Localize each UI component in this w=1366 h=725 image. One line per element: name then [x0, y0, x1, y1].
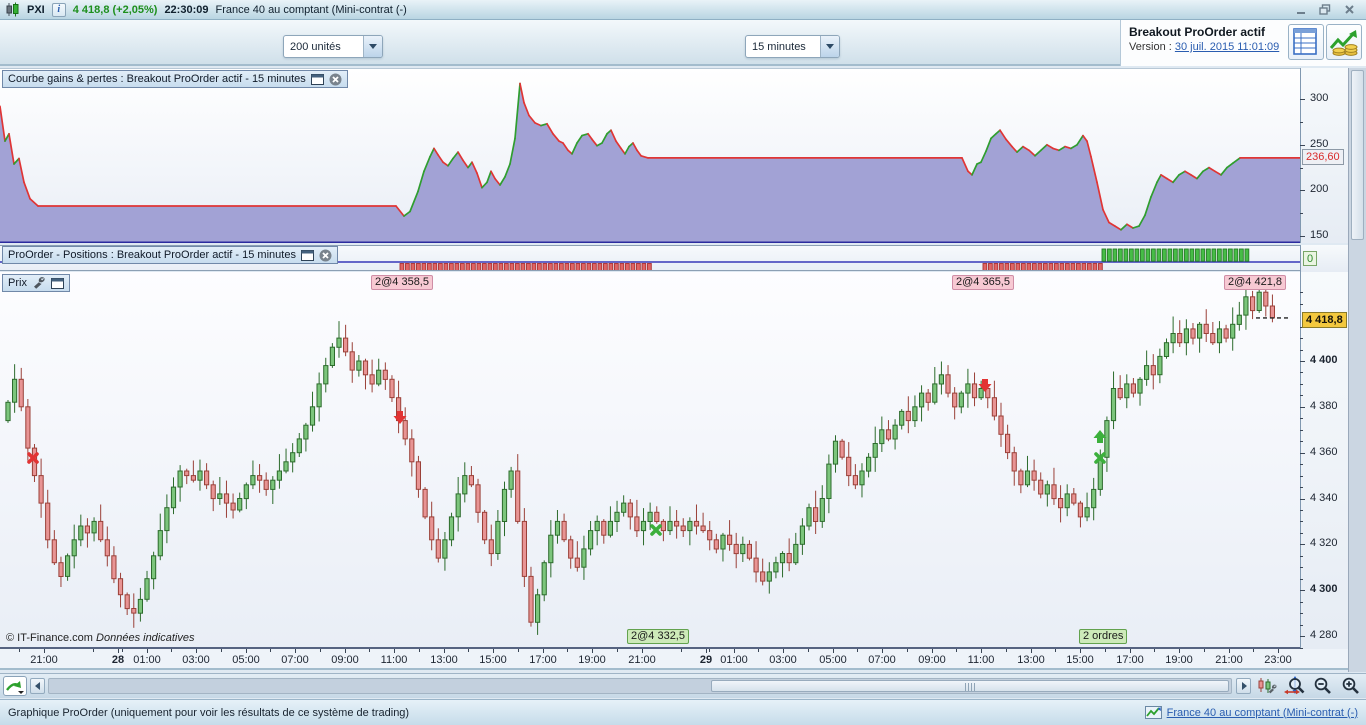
instrument-mini-icon — [1144, 706, 1162, 719]
version-label: Version : — [1129, 41, 1172, 53]
zoom-in-icon[interactable] — [1338, 675, 1364, 697]
positions-zero-label: 0 — [1303, 251, 1318, 266]
window-titlebar: PXI i 4 418,8 (+2,05%) 22:30:09 France 4… — [0, 0, 1366, 20]
info-icon[interactable]: i — [51, 2, 66, 17]
candles-layer — [5, 277, 1276, 635]
jump-to-last-icon[interactable] — [3, 676, 27, 696]
scroll-right-arrow[interactable] — [1236, 678, 1251, 694]
close-icon[interactable] — [1339, 2, 1359, 18]
instrument-name: France 40 au comptant (Mini-contrat (-) — [215, 3, 407, 16]
time-x-axis — [0, 649, 1348, 670]
position-ticks-long — [1101, 248, 1250, 262]
position-ticks-short — [399, 263, 652, 270]
detach-panel-icon[interactable] — [310, 73, 324, 85]
chart-settings-icon[interactable] — [1254, 675, 1280, 697]
detach-panel-icon[interactable] — [50, 277, 64, 289]
units-dropdown-value: 200 unités — [290, 40, 341, 53]
window-controls — [1291, 2, 1361, 18]
positions-strip-chart[interactable] — [0, 245, 1300, 271]
instrument-link[interactable]: France 40 au comptant (Mini-contrat (-) — [1166, 706, 1358, 719]
chart-toolbar: 200 unités 15 minutes Breakout ProOrder … — [0, 20, 1366, 66]
strategy-version: Version : 30 juil. 2015 11:01:09 — [1129, 41, 1366, 53]
wrench-icon[interactable] — [32, 276, 46, 290]
horizontal-scrollbar-track[interactable] — [48, 678, 1232, 694]
vertical-scrollbar-thumb[interactable] — [1351, 70, 1364, 240]
status-bar: Graphique ProOrder (uniquement pour voir… — [0, 699, 1366, 725]
instrument-candles-icon — [6, 2, 19, 17]
horizontal-scrollbar-thumb[interactable] — [711, 680, 1229, 692]
order-list-button[interactable] — [1288, 24, 1324, 60]
zoom-fit-icon[interactable] — [1282, 675, 1308, 697]
trade-markers-layer — [27, 379, 1107, 536]
units-dropdown[interactable]: 200 unités — [283, 35, 383, 58]
table-icon — [1293, 28, 1317, 55]
gains-curve-line — [0, 82, 1300, 231]
tab-title: Courbe gains & pertes : Breakout ProOrde… — [8, 73, 306, 85]
last-price-box: 4 418,8 — [1302, 312, 1347, 328]
tab-title: ProOrder - Positions : Breakout ProOrder… — [8, 249, 296, 261]
timeframe-dropdown[interactable]: 15 minutes — [745, 35, 840, 58]
vertical-scrollbar[interactable] — [1348, 68, 1366, 672]
status-message: Graphique ProOrder (uniquement pour voir… — [8, 706, 410, 719]
price-y-axis — [1300, 272, 1348, 649]
close-panel-icon[interactable] — [329, 73, 342, 86]
minimize-icon[interactable] — [1291, 2, 1311, 18]
tab-positions[interactable]: ProOrder - Positions : Breakout ProOrder… — [2, 246, 338, 264]
tab-gains-losses[interactable]: Courbe gains & pertes : Breakout ProOrde… — [2, 70, 348, 88]
detach-panel-icon[interactable] — [300, 249, 314, 261]
symbol-label: PXI — [27, 3, 45, 16]
equity-coins-icon — [1329, 30, 1358, 56]
zoom-out-icon[interactable] — [1310, 675, 1336, 697]
gains-last-value-box: 236,60 — [1302, 149, 1344, 165]
timeframe-dropdown-value: 15 minutes — [752, 40, 806, 53]
version-date-link[interactable]: 30 juil. 2015 11:01:09 — [1174, 41, 1280, 53]
price-candlestick-chart[interactable] — [0, 272, 1300, 649]
clock: 22:30:09 — [164, 3, 209, 16]
chevron-down-icon[interactable] — [363, 36, 382, 57]
gains-losses-chart[interactable] — [0, 68, 1300, 243]
scroll-left-arrow[interactable] — [30, 678, 45, 694]
chevron-down-icon[interactable] — [820, 36, 839, 57]
position-ticks-short — [982, 263, 1103, 270]
horizontal-scroll-row — [0, 673, 1366, 698]
copyright-note: © IT-Finance.com Données indicatives — [6, 632, 195, 644]
close-panel-icon[interactable] — [319, 249, 332, 262]
performance-report-button[interactable] — [1326, 24, 1362, 60]
strategy-name: Breakout ProOrder actif — [1129, 25, 1266, 39]
restore-icon[interactable] — [1315, 2, 1335, 18]
strategy-info-panel: Breakout ProOrder actif Version : 30 jui… — [1120, 20, 1366, 66]
tab-price[interactable]: Prix — [2, 274, 70, 292]
tab-title: Prix — [8, 277, 27, 289]
last-quote: 4 418,8 (+2,05%) — [72, 3, 158, 16]
